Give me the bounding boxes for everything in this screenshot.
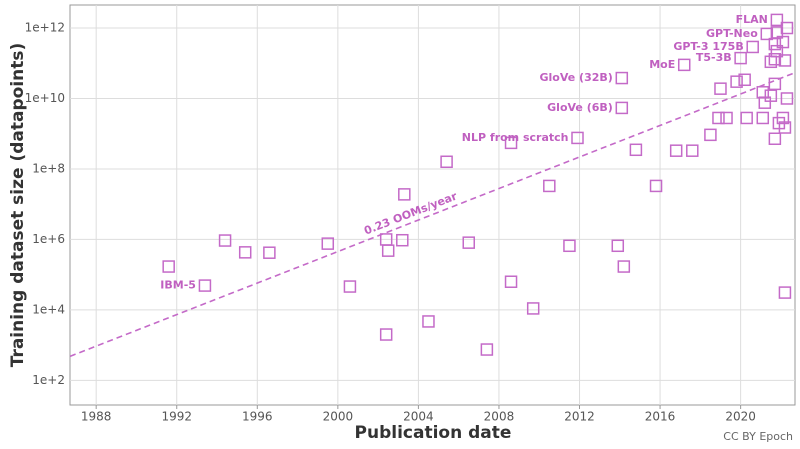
point <box>398 188 411 201</box>
point <box>768 52 782 66</box>
point <box>629 143 643 157</box>
point-label: GPT-3 175B <box>673 40 743 53</box>
x-axis-title: Publication date <box>355 423 512 443</box>
point <box>686 144 699 157</box>
point <box>768 132 782 145</box>
point <box>778 54 792 67</box>
plot-area <box>69 4 796 406</box>
point <box>238 246 252 259</box>
point <box>611 239 625 253</box>
x-tick-label: 2004 <box>403 410 434 424</box>
y-tick-label: 1e+8 <box>32 161 65 175</box>
point <box>218 234 232 247</box>
point <box>343 280 357 293</box>
point <box>712 111 725 125</box>
point <box>734 51 747 65</box>
point <box>462 236 475 249</box>
point <box>778 121 792 134</box>
point <box>770 13 784 27</box>
point <box>764 89 778 102</box>
x-tick-label: 2020 <box>725 410 756 424</box>
point <box>704 128 717 142</box>
point <box>615 71 629 85</box>
point <box>615 101 629 115</box>
point <box>440 155 453 169</box>
y-tick-label: 1e+12 <box>25 21 65 35</box>
point <box>379 328 393 341</box>
point <box>504 136 518 150</box>
point <box>780 21 794 35</box>
credit: CC BY Epoch <box>723 430 793 443</box>
point <box>730 75 743 88</box>
point-label: FLAN <box>736 13 768 26</box>
point <box>263 246 276 259</box>
y-tick-label: 1e+2 <box>32 373 65 387</box>
point-label: IBM-5 <box>160 279 196 292</box>
point-label: GloVe (32B) <box>539 71 612 84</box>
x-tick-label: 1996 <box>242 410 273 424</box>
point <box>760 27 774 41</box>
point <box>617 260 631 273</box>
point-label: GPT-Neo <box>706 27 758 40</box>
point <box>396 233 409 247</box>
point <box>381 244 395 257</box>
x-tick-label: 1992 <box>161 410 192 424</box>
point <box>162 260 175 273</box>
point <box>563 239 576 253</box>
point <box>738 73 751 87</box>
point <box>198 279 212 292</box>
point <box>543 179 556 193</box>
y-tick-label: 1e+6 <box>32 232 65 246</box>
x-tick-label: 2008 <box>484 410 515 424</box>
point <box>776 111 790 125</box>
point <box>740 111 753 125</box>
point <box>649 179 663 193</box>
y-tick-label: 1e+4 <box>32 302 65 316</box>
point <box>768 77 782 91</box>
x-tick-label: 1988 <box>81 410 112 424</box>
point <box>764 55 778 69</box>
point <box>480 343 494 356</box>
x-tick-label: 2012 <box>564 410 595 424</box>
point <box>571 131 584 145</box>
point <box>321 237 335 250</box>
y-tick-label: 1e+10 <box>25 91 65 105</box>
point <box>768 37 782 51</box>
point <box>720 111 733 125</box>
point <box>780 92 794 105</box>
point-label: NLP from scratch <box>462 131 569 144</box>
point <box>714 82 727 95</box>
point-label: T5-3B <box>696 51 732 64</box>
point <box>756 111 770 125</box>
point <box>746 40 759 54</box>
point <box>504 275 518 288</box>
point <box>778 286 792 299</box>
point-label: MoE <box>649 58 675 71</box>
x-tick-label: 2016 <box>645 410 676 424</box>
point <box>526 302 540 315</box>
x-tick-label: 2000 <box>323 410 354 424</box>
point <box>677 58 691 72</box>
y-axis-title: Training dataset size (datapoints) <box>8 43 28 368</box>
point <box>422 315 435 328</box>
point-label: GloVe (6B) <box>547 101 613 114</box>
point <box>669 144 683 157</box>
